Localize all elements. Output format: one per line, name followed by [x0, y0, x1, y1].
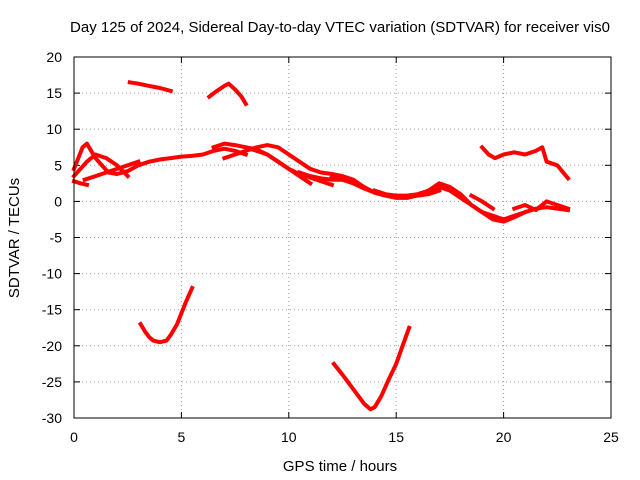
y-tick-label: 10 [46, 121, 62, 137]
series-arc-6 [206, 81, 249, 107]
series-arc-5 [127, 80, 174, 94]
series-arc-13 [425, 181, 571, 222]
x-tick-label: 15 [388, 429, 404, 445]
y-tick-label: -20 [42, 338, 62, 354]
series-arc-1 [71, 141, 249, 176]
y-tick-label: -15 [42, 302, 62, 318]
series-arc-8 [221, 143, 367, 190]
series-arc-14 [468, 192, 496, 212]
x-tick-label: 0 [70, 429, 78, 445]
chart-title: Day 125 of 2024, Sidereal Day-to-day VTE… [70, 19, 610, 36]
series-arc-16 [479, 144, 571, 182]
x-tick-label: 5 [178, 429, 186, 445]
x-tick-label: 25 [603, 429, 619, 445]
series-arc-15 [511, 199, 571, 213]
y-tick-label: 5 [54, 157, 62, 173]
y-axis-label: SDTVAR / TECUs [6, 178, 23, 298]
y-tick-label: 0 [54, 193, 62, 209]
series-arc-9 [243, 144, 335, 188]
series-arc-3 [71, 178, 90, 188]
plot-frame [73, 56, 612, 419]
axis-ticks: 0 5 10 15 20 25 -30 -25 -20 -15 -10 -5 0 5 10 15 20 [42, 49, 619, 445]
series-arc-2 [71, 152, 131, 179]
grid [74, 57, 611, 418]
y-tick-label: -30 [42, 410, 62, 426]
y-tick-label: -5 [50, 230, 63, 246]
series-arc-17 [137, 285, 195, 345]
y-tick-label: 15 [46, 85, 62, 101]
x-tick-label: 10 [281, 429, 297, 445]
series-arc-12 [372, 185, 528, 224]
y-tick-label: -25 [42, 374, 62, 390]
data-series [71, 80, 571, 412]
x-axis-label: GPS time / hours [283, 458, 397, 475]
series-arc-18 [331, 325, 412, 412]
y-tick-label: -10 [42, 266, 62, 282]
x-tick-label: 20 [496, 429, 512, 445]
y-tick-label: 20 [46, 49, 62, 65]
series-arc-4 [82, 159, 141, 183]
